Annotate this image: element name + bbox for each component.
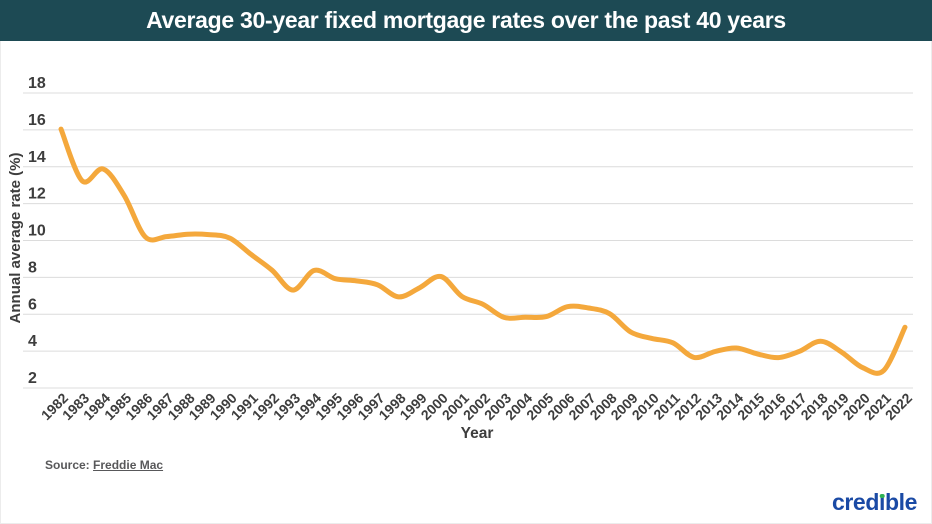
y-tick-label: 14 [28, 149, 46, 166]
chart-title-bar: Average 30-year fixed mortgage rates ove… [0, 0, 932, 41]
mortgage-rate-line [58, 126, 908, 376]
y-tick-label: 4 [28, 333, 37, 350]
credible-wordmark: credı ble [831, 489, 917, 515]
y-tick-label: 8 [28, 259, 37, 276]
brand-i-letter: ı [878, 489, 885, 515]
y-tick-label: 18 [28, 75, 46, 92]
chart-title: Average 30-year fixed mortgage rates ove… [146, 7, 786, 33]
source-link[interactable]: Freddie Mac [93, 458, 164, 472]
credible-logo: credı ble [832, 491, 917, 514]
x-axis-title: Year [461, 425, 494, 442]
y-tick-label: 2 [28, 370, 37, 387]
y-tick-label: 16 [28, 112, 46, 129]
y-tick-label: 6 [28, 296, 37, 313]
y-tick-label: 10 [28, 223, 46, 240]
y-axis-title: Annual average rate (%) [7, 153, 24, 324]
source-note: Source: Freddie Mac [45, 458, 163, 472]
brand-i-dot-icon [879, 493, 885, 499]
y-tick-label: 12 [28, 186, 46, 203]
source-label: Source: [45, 458, 90, 472]
